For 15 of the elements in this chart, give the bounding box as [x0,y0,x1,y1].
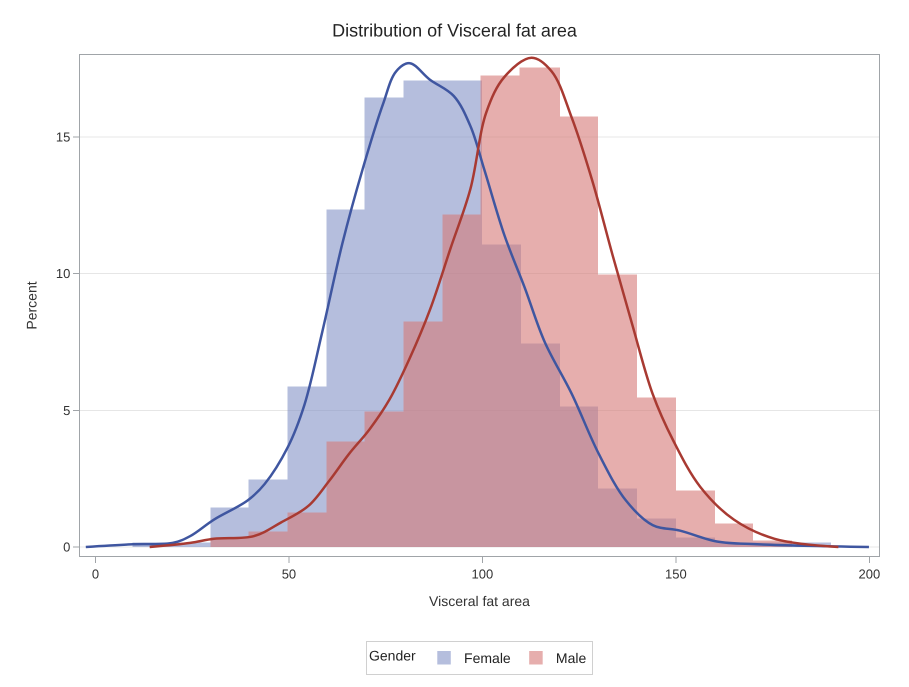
y-tick-label: 15 [56,130,70,145]
x-tick-label: 0 [92,566,100,582]
x-axis-title: Visceral fat area [429,592,530,609]
y-tick-label: 10 [56,266,70,282]
y-tick-label: 5 [63,402,70,418]
y-axis-title: Percent [24,281,40,330]
y-tick-label: 0 [63,540,70,555]
x-tick-label: 50 [282,566,296,582]
legend-title: Gender [369,647,416,664]
legend-label: Male [556,650,586,666]
x-tick-label: 200 [858,566,880,582]
chart-title: Distribution of Visceral fat area [332,20,578,41]
legend-label: Female [464,650,511,666]
x-tick-label: 100 [472,566,494,582]
x-tick-label: 150 [665,566,687,582]
